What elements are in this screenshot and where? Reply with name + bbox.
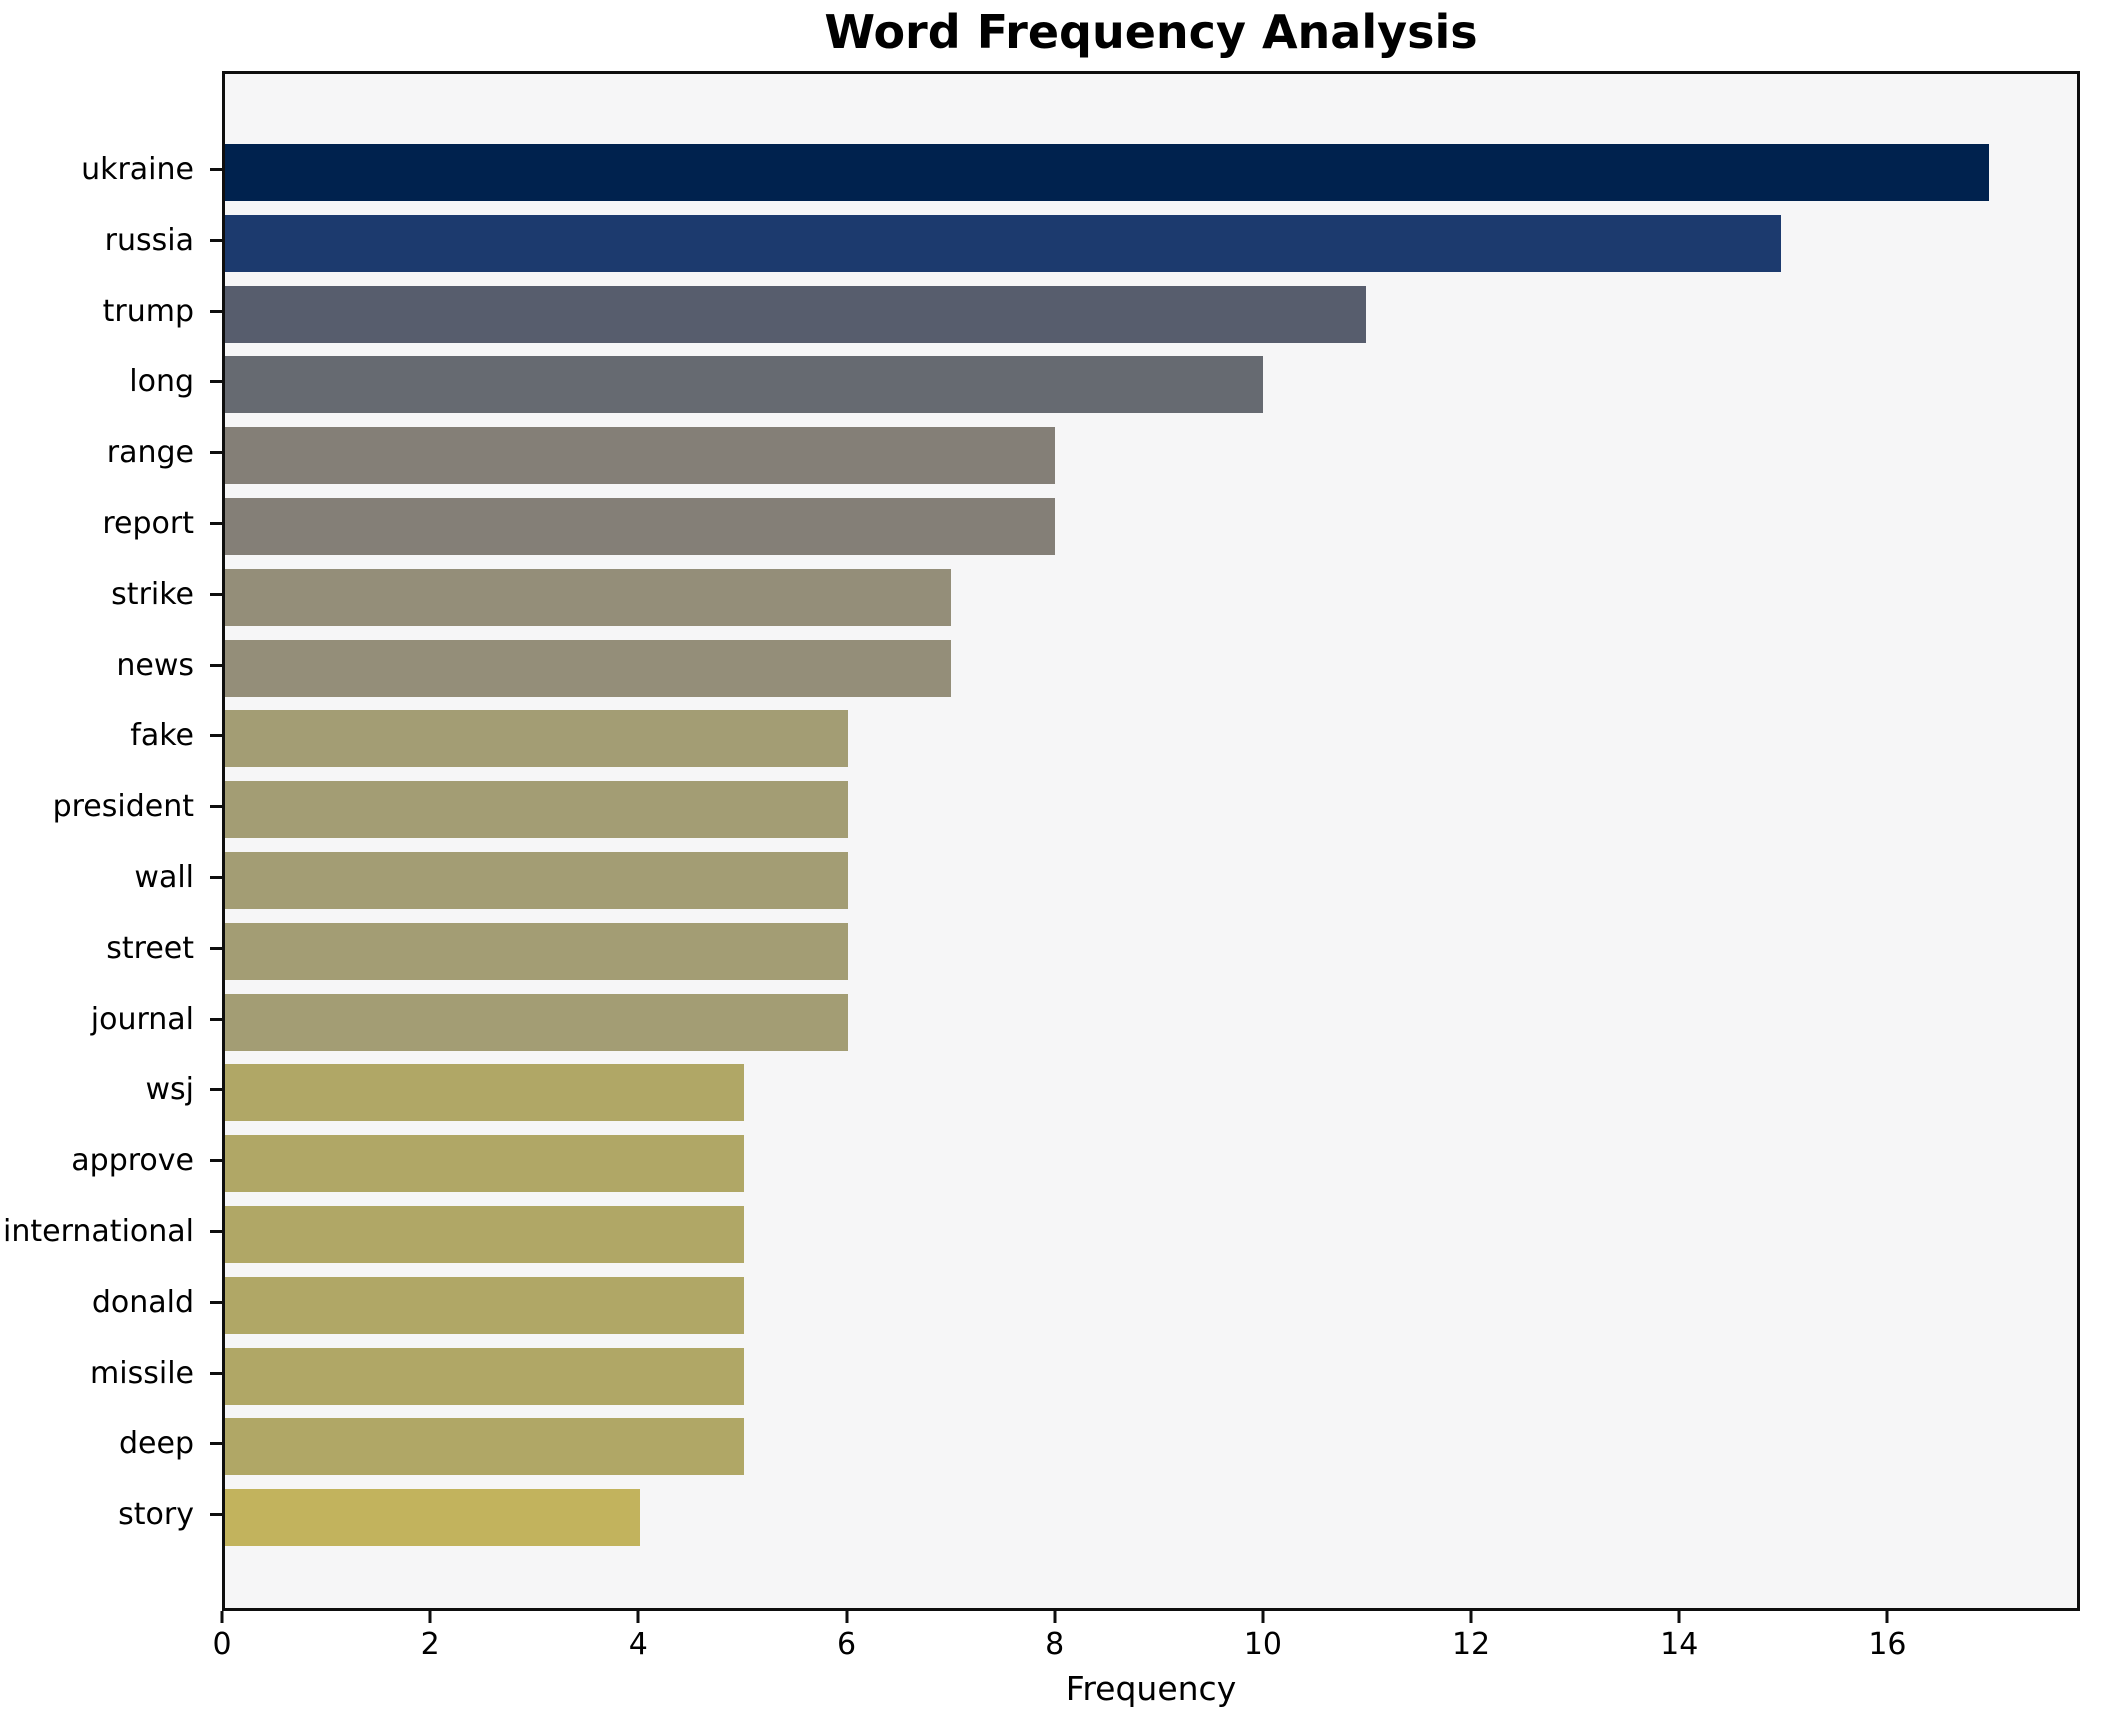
x-tick-mark	[845, 1611, 849, 1623]
y-tick-mark	[210, 1442, 222, 1446]
plot-area	[222, 71, 2080, 1611]
bar-wsj	[225, 1064, 744, 1122]
y-tick-mark	[210, 1088, 222, 1092]
x-tick-label-6: 6	[836, 1627, 857, 1662]
bar-ukraine	[225, 143, 1989, 201]
x-tick-label-12: 12	[1451, 1627, 1491, 1662]
y-tick-mark	[210, 380, 222, 384]
bar-range	[225, 427, 1056, 485]
y-tick-label-range: range	[106, 435, 194, 471]
y-tick-mark	[210, 167, 222, 171]
bar-trump	[225, 285, 1367, 343]
y-tick-mark	[210, 1159, 222, 1163]
bar-report	[225, 497, 1056, 555]
y-tick-mark	[210, 734, 222, 738]
bar-wall	[225, 851, 848, 909]
x-tick-label-0: 0	[212, 1627, 232, 1662]
y-tick-mark	[210, 1371, 222, 1375]
bar-street	[225, 922, 848, 980]
y-tick-mark	[210, 875, 222, 879]
x-tick-mark	[1677, 1611, 1681, 1623]
bar-story	[225, 1489, 640, 1547]
chart-title: Word Frequency Analysis	[824, 5, 1478, 59]
x-tick-mark	[428, 1611, 432, 1623]
x-tick-mark	[1469, 1611, 1473, 1623]
bar-russia	[225, 214, 1782, 272]
bar-international	[225, 1205, 744, 1263]
bar-news	[225, 639, 952, 697]
y-tick-label-journal: journal	[90, 1001, 194, 1037]
x-tick-label-10: 10	[1243, 1627, 1282, 1662]
y-tick-mark	[210, 1513, 222, 1517]
bar-long	[225, 356, 1263, 414]
y-tick-mark	[210, 663, 222, 667]
y-tick-mark	[210, 1229, 222, 1233]
x-tick-label-14: 14	[1660, 1627, 1699, 1662]
y-tick-label-wsj: wsj	[145, 1072, 194, 1108]
y-tick-mark	[210, 309, 222, 313]
y-tick-mark	[210, 238, 222, 242]
x-tick-label-4: 4	[628, 1627, 648, 1662]
y-tick-mark	[210, 592, 222, 596]
x-tick-mark	[1053, 1611, 1057, 1623]
x-tick-label-2: 2	[420, 1627, 440, 1662]
y-tick-label-news: news	[116, 647, 194, 683]
y-tick-label-trump: trump	[102, 293, 194, 329]
y-tick-label-deep: deep	[119, 1426, 194, 1462]
y-tick-mark	[210, 451, 222, 455]
bar-journal	[225, 993, 848, 1051]
y-tick-label-donald: donald	[91, 1284, 194, 1320]
y-tick-label-story: story	[118, 1497, 194, 1533]
y-axis: ukraine russia trump long range report strike n…	[0, 71, 222, 1611]
bar-president	[225, 781, 848, 839]
bar-strike	[225, 568, 952, 626]
y-tick-label-report: report	[102, 505, 194, 541]
x-tick-label-8: 8	[1045, 1627, 1065, 1662]
x-axis-title: Frequency	[1065, 1669, 1237, 1708]
y-tick-label-long: long	[129, 364, 194, 400]
y-tick-mark	[210, 946, 222, 950]
y-tick-label-street: street	[106, 930, 194, 966]
y-tick-label-wall: wall	[134, 859, 194, 895]
bar-donald	[225, 1276, 744, 1334]
y-tick-label-russia: russia	[104, 222, 194, 258]
x-tick-mark	[1261, 1611, 1265, 1623]
y-tick-label-president: president	[52, 789, 194, 825]
x-tick-mark	[1885, 1611, 1889, 1623]
bar-missile	[225, 1347, 744, 1405]
bar-deep	[225, 1418, 744, 1476]
y-tick-label-international: international	[3, 1213, 194, 1249]
y-tick-label-fake: fake	[130, 718, 194, 754]
y-tick-mark	[210, 1017, 222, 1021]
bar-fake	[225, 710, 848, 768]
y-tick-label-ukraine: ukraine	[81, 151, 194, 187]
y-tick-label-missile: missile	[90, 1355, 194, 1391]
x-tick-mark	[636, 1611, 640, 1623]
bar-approve	[225, 1135, 744, 1193]
y-tick-label-approve: approve	[71, 1143, 194, 1179]
x-tick-mark	[220, 1611, 224, 1623]
plot-inner	[225, 74, 2077, 1608]
x-tick-label-16: 16	[1868, 1627, 1907, 1662]
x-axis: Frequency 0 2 4 6 8 10 12 14 16	[212, 1611, 2080, 1722]
y-tick-mark	[210, 521, 222, 525]
y-tick-mark	[210, 805, 222, 809]
y-tick-mark	[210, 1300, 222, 1304]
y-tick-label-strike: strike	[111, 576, 194, 612]
